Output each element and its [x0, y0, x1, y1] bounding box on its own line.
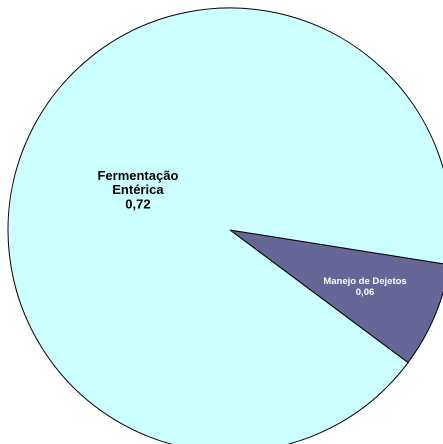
pie-slice — [229, 229, 443, 364]
label-line: Fermentação — [97, 169, 178, 184]
label-line: Entérica — [112, 183, 164, 198]
slice-value: 0,72 — [125, 197, 150, 212]
slice-value: 0,06 — [356, 287, 375, 298]
pie-slice — [7, 7, 443, 444]
slice-label: Fermentação Entérica — [97, 169, 178, 198]
slice-label: Manejo de Dejetos — [323, 276, 406, 287]
